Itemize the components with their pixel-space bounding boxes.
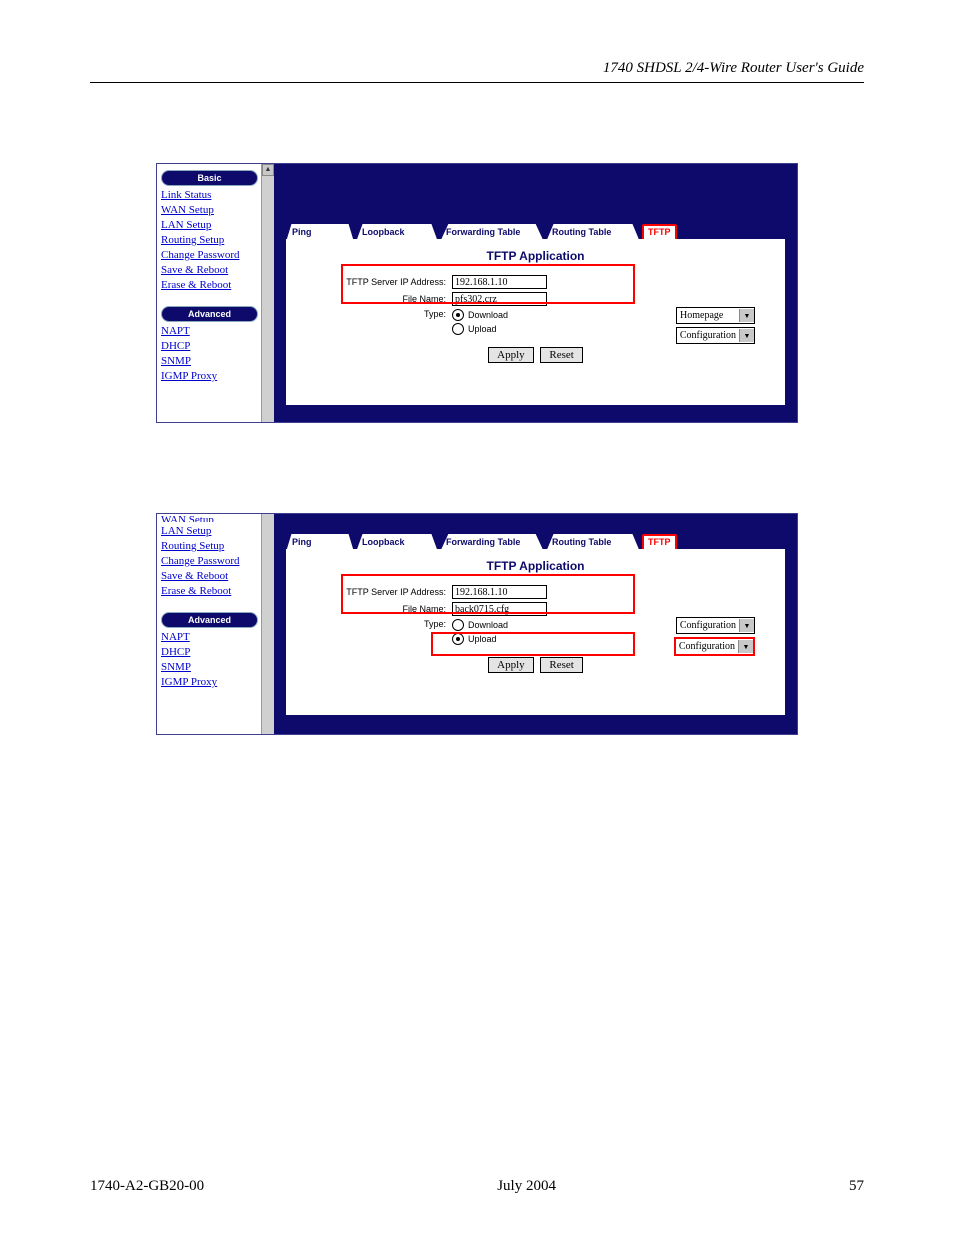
footer-left: 1740-A2-GB20-00: [90, 1178, 204, 1195]
nav-igmp[interactable]: IGMP Proxy: [161, 370, 270, 382]
nav-lan-setup[interactable]: LAN Setup: [161, 525, 270, 537]
screenshot-2: WAN Setup LAN Setup Routing Setup Change…: [156, 513, 798, 735]
file-label: File Name:: [306, 294, 446, 304]
ip-input[interactable]: [452, 585, 547, 599]
doc-header: 1740 SHDSL 2/4-Wire Router User's Guide: [90, 60, 864, 77]
ip-label: TFTP Server IP Address:: [306, 587, 446, 597]
nav-napt[interactable]: NAPT: [161, 631, 270, 643]
panel-title: TFTP Application: [306, 559, 765, 573]
nav-change-password[interactable]: Change Password: [161, 249, 270, 261]
select-download[interactable]: Homepage ▼: [676, 307, 755, 324]
nav-snmp[interactable]: SNMP: [161, 661, 270, 673]
basic-badge: Basic: [161, 170, 258, 186]
radio-dot-icon: [452, 323, 464, 335]
select-ul-value: Configuration: [677, 330, 739, 341]
nav-erase-reboot[interactable]: Erase & Reboot: [161, 585, 270, 597]
nav-dhcp[interactable]: DHCP: [161, 340, 270, 352]
radio-dot-icon: [452, 309, 464, 321]
nav-snmp[interactable]: SNMP: [161, 355, 270, 367]
nav-dhcp[interactable]: DHCP: [161, 646, 270, 658]
file-label: File Name:: [306, 604, 446, 614]
nav-cut-top[interactable]: WAN Setup: [161, 514, 270, 522]
radio-dot-icon: [452, 619, 464, 631]
radio-dot-icon: [452, 633, 464, 645]
type-label: Type:: [306, 309, 446, 319]
select-upload[interactable]: Configuration ▼: [676, 327, 755, 344]
screenshot-1: ▲ Basic Link Status WAN Setup LAN Setup …: [156, 163, 798, 423]
upload-label: Upload: [468, 324, 497, 334]
footer-right: 57: [849, 1178, 864, 1195]
scrollbar[interactable]: [261, 514, 274, 734]
footer-center: July 2004: [497, 1178, 556, 1195]
type-label: Type:: [306, 619, 446, 629]
reset-button[interactable]: Reset: [540, 347, 582, 363]
nav-link-status[interactable]: Link Status: [161, 189, 270, 201]
advanced-badge: Advanced: [161, 306, 258, 322]
chevron-down-icon: ▼: [739, 329, 754, 342]
nav-wan-setup[interactable]: WAN Setup: [161, 204, 270, 216]
reset-button[interactable]: Reset: [540, 657, 582, 673]
apply-button[interactable]: Apply: [488, 347, 534, 363]
header-rule: [90, 82, 864, 83]
nav-save-reboot[interactable]: Save & Reboot: [161, 570, 270, 582]
nav-change-password[interactable]: Change Password: [161, 555, 270, 567]
download-label: Download: [468, 310, 508, 320]
nav-save-reboot[interactable]: Save & Reboot: [161, 264, 270, 276]
nav-routing-setup[interactable]: Routing Setup: [161, 540, 270, 552]
upload-label: Upload: [468, 634, 497, 644]
radio-download[interactable]: Download: [452, 619, 508, 631]
sidebar-1: ▲ Basic Link Status WAN Setup LAN Setup …: [157, 164, 274, 422]
advanced-badge: Advanced: [161, 612, 258, 628]
sidebar-2: WAN Setup LAN Setup Routing Setup Change…: [157, 514, 274, 734]
scrollbar[interactable]: ▲: [261, 164, 274, 422]
chevron-down-icon: ▼: [739, 309, 754, 322]
chevron-down-icon: ▼: [738, 640, 753, 653]
nav-routing-setup[interactable]: Routing Setup: [161, 234, 270, 246]
page-footer: 1740-A2-GB20-00 July 2004 57: [90, 1178, 864, 1195]
select-upload[interactable]: Configuration ▼: [674, 637, 755, 656]
content-panel-2: TFTP Application TFTP Server IP Address:…: [286, 549, 785, 715]
select-dl-value: Homepage: [677, 310, 739, 321]
nav-erase-reboot[interactable]: Erase & Reboot: [161, 279, 270, 291]
ip-label: TFTP Server IP Address:: [306, 277, 446, 287]
select-ul-value: Configuration: [676, 641, 738, 652]
file-input[interactable]: [452, 602, 547, 616]
select-dl-value: Configuration: [677, 620, 739, 631]
scroll-up-icon[interactable]: ▲: [262, 164, 274, 176]
file-input[interactable]: [452, 292, 547, 306]
radio-upload[interactable]: Upload: [452, 633, 508, 645]
ip-input[interactable]: [452, 275, 547, 289]
download-label: Download: [468, 620, 508, 630]
radio-upload[interactable]: Upload: [452, 323, 508, 335]
nav-igmp[interactable]: IGMP Proxy: [161, 676, 270, 688]
content-panel-1: TFTP Application TFTP Server IP Address:…: [286, 239, 785, 405]
main-area-2: Ping Loopback Forwarding Table Routing T…: [274, 514, 797, 734]
apply-button[interactable]: Apply: [488, 657, 534, 673]
radio-download[interactable]: Download: [452, 309, 508, 321]
panel-title: TFTP Application: [306, 249, 765, 263]
nav-napt[interactable]: NAPT: [161, 325, 270, 337]
select-download[interactable]: Configuration ▼: [676, 617, 755, 634]
main-area-1: Ping Loopback Forwarding Table Routing T…: [274, 164, 797, 422]
nav-lan-setup[interactable]: LAN Setup: [161, 219, 270, 231]
chevron-down-icon: ▼: [739, 619, 754, 632]
